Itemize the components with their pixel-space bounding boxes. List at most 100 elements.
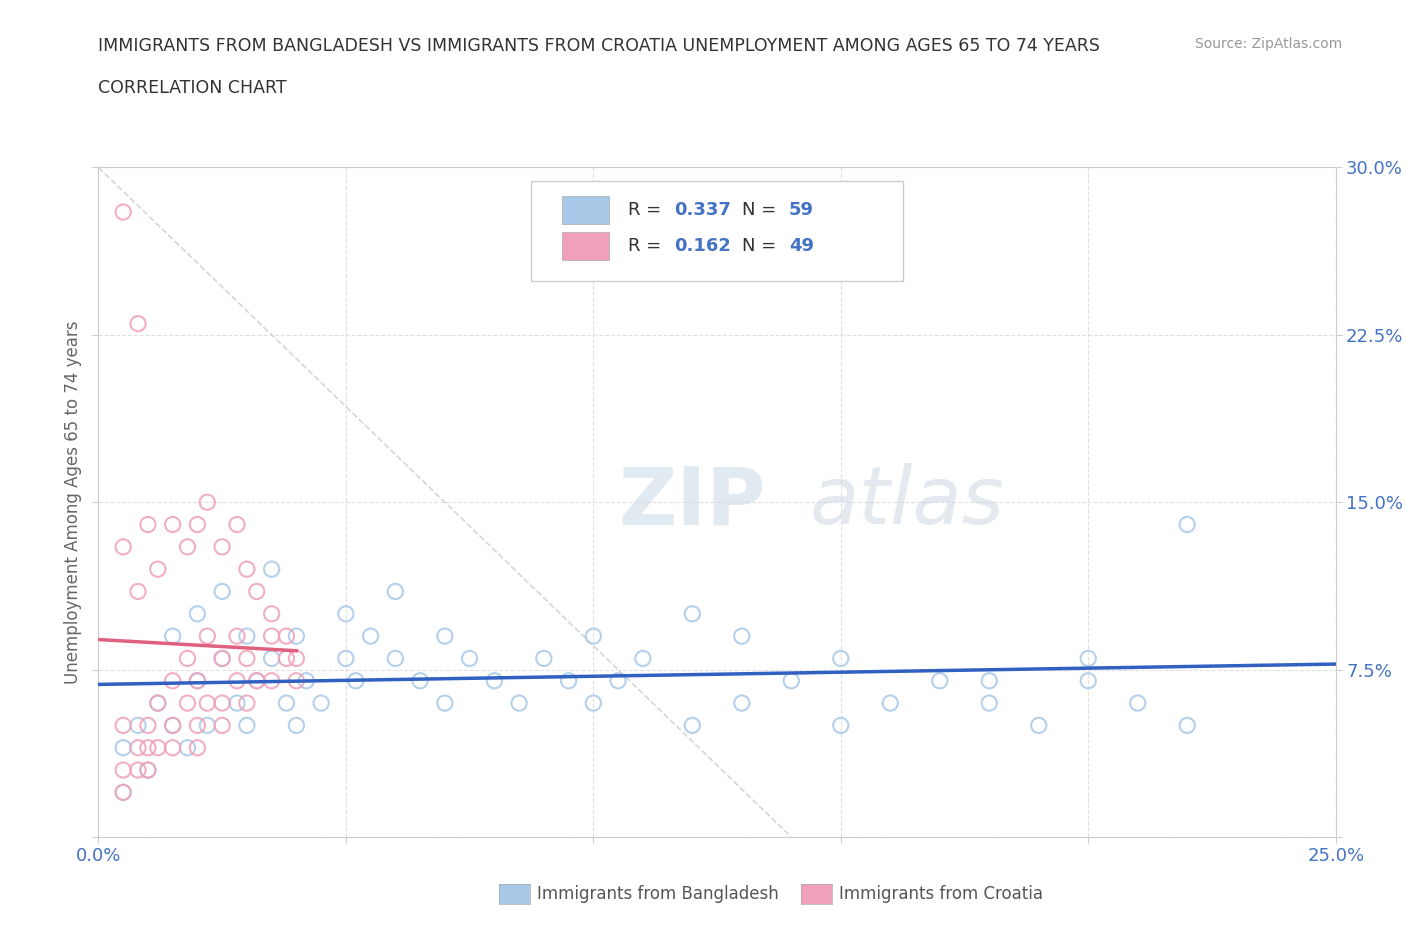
Text: Immigrants from Bangladesh: Immigrants from Bangladesh bbox=[537, 884, 779, 903]
Point bbox=[335, 651, 357, 666]
Point bbox=[112, 740, 135, 755]
Point bbox=[136, 517, 159, 532]
Point bbox=[246, 673, 269, 688]
Point bbox=[136, 740, 159, 755]
Point bbox=[162, 718, 184, 733]
Text: 0.162: 0.162 bbox=[673, 237, 731, 255]
Point bbox=[236, 629, 259, 644]
Point bbox=[226, 696, 249, 711]
Point bbox=[1028, 718, 1050, 733]
Point bbox=[309, 696, 332, 711]
Point bbox=[295, 673, 318, 688]
Point bbox=[246, 584, 269, 599]
Point bbox=[285, 718, 308, 733]
Point bbox=[226, 517, 249, 532]
Point bbox=[186, 673, 208, 688]
Point bbox=[211, 651, 233, 666]
Point bbox=[162, 718, 184, 733]
Point bbox=[112, 718, 135, 733]
Point bbox=[1077, 673, 1099, 688]
Text: 49: 49 bbox=[789, 237, 814, 255]
Point bbox=[260, 562, 283, 577]
Point bbox=[285, 673, 308, 688]
Point bbox=[260, 606, 283, 621]
Point bbox=[557, 673, 579, 688]
FancyBboxPatch shape bbox=[562, 196, 609, 224]
Point bbox=[681, 718, 703, 733]
Point bbox=[211, 584, 233, 599]
Text: CORRELATION CHART: CORRELATION CHART bbox=[98, 79, 287, 97]
Point bbox=[112, 539, 135, 554]
Point bbox=[226, 673, 249, 688]
Point bbox=[211, 539, 233, 554]
Point bbox=[1077, 651, 1099, 666]
Point bbox=[136, 763, 159, 777]
Text: Immigrants from Croatia: Immigrants from Croatia bbox=[839, 884, 1043, 903]
Point bbox=[360, 629, 382, 644]
Point bbox=[127, 584, 149, 599]
Point bbox=[879, 696, 901, 711]
Point bbox=[127, 763, 149, 777]
Point bbox=[533, 651, 555, 666]
Point bbox=[162, 673, 184, 688]
Point bbox=[979, 673, 1001, 688]
Point bbox=[136, 763, 159, 777]
Point bbox=[236, 696, 259, 711]
Point bbox=[236, 718, 259, 733]
FancyBboxPatch shape bbox=[531, 180, 903, 281]
Point bbox=[211, 696, 233, 711]
Point bbox=[195, 629, 218, 644]
FancyBboxPatch shape bbox=[562, 232, 609, 259]
Point bbox=[186, 718, 208, 733]
Point bbox=[112, 763, 135, 777]
Point bbox=[1175, 517, 1198, 532]
Point bbox=[186, 517, 208, 532]
Point bbox=[226, 629, 249, 644]
Point bbox=[162, 740, 184, 755]
Point bbox=[162, 629, 184, 644]
Point bbox=[162, 517, 184, 532]
Point bbox=[146, 562, 169, 577]
Point bbox=[136, 718, 159, 733]
Point bbox=[344, 673, 367, 688]
Point bbox=[260, 673, 283, 688]
Point bbox=[830, 718, 852, 733]
Point bbox=[112, 785, 135, 800]
Point bbox=[276, 651, 298, 666]
Point bbox=[631, 651, 654, 666]
Text: ZIP: ZIP bbox=[619, 463, 765, 541]
Point bbox=[236, 651, 259, 666]
Point bbox=[433, 629, 456, 644]
Point bbox=[1126, 696, 1149, 711]
Point bbox=[112, 205, 135, 219]
Point bbox=[186, 740, 208, 755]
Point bbox=[830, 651, 852, 666]
Point bbox=[195, 495, 218, 510]
Point bbox=[176, 651, 198, 666]
Text: 0.337: 0.337 bbox=[673, 201, 731, 219]
Point bbox=[146, 740, 169, 755]
Point bbox=[731, 629, 754, 644]
Point bbox=[260, 629, 283, 644]
Point bbox=[508, 696, 530, 711]
Point bbox=[979, 696, 1001, 711]
Point bbox=[236, 562, 259, 577]
Point bbox=[195, 696, 218, 711]
Point bbox=[731, 696, 754, 711]
Point bbox=[285, 651, 308, 666]
Point bbox=[409, 673, 432, 688]
Point bbox=[195, 718, 218, 733]
Point bbox=[176, 696, 198, 711]
Point bbox=[582, 696, 605, 711]
Point bbox=[384, 651, 406, 666]
Point bbox=[780, 673, 803, 688]
Point bbox=[146, 696, 169, 711]
Point bbox=[276, 696, 298, 711]
Text: Source: ZipAtlas.com: Source: ZipAtlas.com bbox=[1195, 37, 1343, 51]
Point bbox=[186, 673, 208, 688]
Point bbox=[186, 606, 208, 621]
Point bbox=[607, 673, 630, 688]
Point bbox=[928, 673, 950, 688]
Text: N =: N = bbox=[742, 237, 782, 255]
Point bbox=[335, 606, 357, 621]
